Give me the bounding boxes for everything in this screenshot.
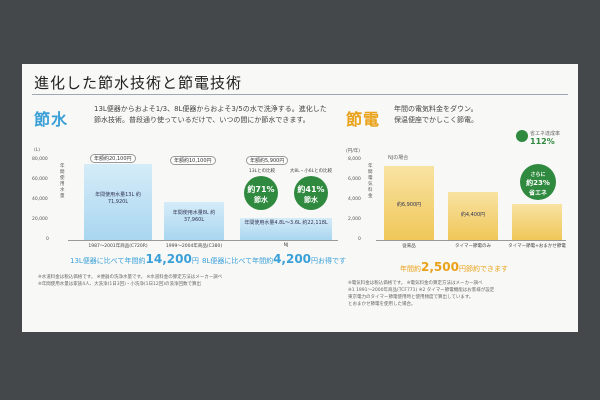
circle-percent: 約71%: [247, 185, 275, 194]
water-desc-line1: 13L便器からおよそ1/3、8L便器からおよそ3/5の水で洗浄する。進化した: [94, 105, 327, 113]
savings-suffix: 円お得です: [311, 257, 347, 265]
savings-value: 2,500: [421, 260, 459, 274]
power-note-line: とおまかせ節電を使用した場合。: [348, 302, 416, 307]
power-bar-xlabel: タイマー節電+おまかせ節電: [508, 244, 566, 249]
water-cost-badge: 年額約5,900円: [246, 156, 289, 165]
power-ytick: 0: [358, 237, 361, 242]
circle-line1: さらに: [530, 172, 546, 178]
power-note-line: ※電気料金は税込価格です。 ※電気料金の算定方法はメーカー調べ: [348, 281, 483, 286]
power-bar-xlabel: タイマー節電のみ: [455, 244, 491, 249]
power-bar-value: 約6,900円: [396, 202, 422, 208]
power-nj-label: NJの場合: [388, 155, 409, 161]
power-savings: 年間約2,500円節約できます: [400, 260, 508, 274]
savings-prefix: 年間約: [400, 265, 421, 273]
water-saving-circle: 約41% 節水: [294, 176, 328, 210]
water-bar-xlabel: 1987〜2001年商品(C720R): [88, 244, 148, 249]
power-saving-circle: さらに 約23% 省エネ: [520, 164, 556, 200]
water-note-line: ※年間使用水量は家族4人、大洗浄(1日3回)・小洗浄(1日12回)の洗浄回数で算…: [38, 282, 201, 287]
brochure-page: 進化した節水技術と節電技術 節水 13L便器からおよそ1/3、8L便器からおよそ…: [22, 64, 578, 332]
circle-word: 節水: [304, 196, 318, 204]
water-bar-xlabel: NJ: [283, 243, 289, 248]
water-note-line: ※水道料金は税込価格です。 ※便器の洗浄水量です。 ※水道料金の算定方法はメーカ…: [38, 275, 223, 280]
power-ytick: 2,000: [348, 217, 361, 222]
eco-badge-label: 省エネ達成率: [530, 131, 561, 137]
water-unit: (L): [34, 148, 41, 153]
power-bar-timer: [448, 192, 498, 240]
water-cost-badge: 年額約10,100円: [170, 156, 216, 165]
water-notes: ※水道料金は税込価格です。 ※便器の洗浄水量です。 ※水道料金の算定方法はメーカ…: [38, 274, 338, 288]
water-bar-13l: [84, 164, 152, 240]
power-ytick: 4,000: [348, 197, 361, 202]
water-yaxis-label: 年間使用水量: [60, 164, 65, 199]
power-yaxis-label: 年間電気料金: [368, 164, 373, 199]
power-bar-value: 約4,400円: [460, 212, 486, 218]
power-section-label: 節電: [346, 110, 381, 129]
title-divider: [32, 94, 568, 95]
water-ytick: 80,000: [32, 157, 48, 162]
water-section: 節水 13L便器からおよそ1/3、8L便器からおよそ3/5の水で洗浄する。進化し…: [32, 102, 346, 330]
water-bar-nj: [240, 218, 332, 240]
water-compare-label: 大8L・小6Lとの比較: [289, 169, 333, 174]
water-ytick: 60,000: [32, 177, 48, 182]
water-desc-line2: 節水技術。普段通り使っているだけで、いつの間にか節水できます。: [94, 116, 310, 124]
water-compare-label: 13Lとの比較: [248, 169, 276, 174]
power-desc-line2: 保温便座でかしこく節電。: [394, 116, 478, 124]
power-bar-xlabel: 従来品: [402, 244, 416, 249]
eco-leaf-icon: [516, 130, 528, 142]
water-bar-8l: [164, 202, 224, 240]
water-description: 13L便器からおよそ1/3、8L便器からおよそ3/5の水で洗浄する。進化した 節…: [94, 104, 338, 126]
power-bar-timer-auto: [512, 204, 562, 240]
page-title: 進化した節水技術と節電技術: [34, 74, 243, 92]
power-bar-conventional: [384, 166, 434, 240]
circle-word: 節水: [254, 196, 268, 204]
savings-suffix: 円: [191, 257, 199, 265]
eco-badge-value: 112%: [530, 137, 555, 146]
power-ytick: 6,000: [348, 177, 361, 182]
water-ytick: 20,000: [32, 217, 48, 222]
water-ytick: 40,000: [32, 197, 48, 202]
circle-line2: 約23%: [526, 179, 550, 187]
water-saving-circle: 約71% 節水: [244, 176, 278, 210]
power-desc-line1: 年間の電気料金をダウン。: [394, 105, 478, 113]
power-note-line: 東京電力のタイマー節電使用時と使用頻度で算出しています。: [348, 295, 474, 300]
power-description: 年間の電気料金をダウン。 保温便座でかしこく節電。: [394, 104, 564, 126]
savings-prefix: 13L便器に比べて年間約: [70, 257, 146, 265]
savings-value: 14,200: [145, 252, 192, 266]
water-bar-value: 年間使用水量13L 約71,920L: [95, 192, 141, 205]
power-ytick: 8,000: [348, 157, 361, 162]
water-xaxis: [68, 240, 338, 241]
circle-percent: 約41%: [297, 185, 325, 194]
power-note-line: ※1 1991〜2000年商品(TCF771) ※2 タイマー節電機能はお客様が…: [348, 288, 495, 293]
power-section: 節電 年間の電気料金をダウン。 保温便座でかしこく節電。 省エネ達成率 112%…: [344, 102, 572, 330]
water-savings-13l: 13L便器に比べて年間約14,200円: [70, 252, 199, 266]
power-xaxis: [376, 240, 566, 241]
water-section-label: 節水: [34, 110, 69, 129]
savings-value: 4,200: [273, 252, 312, 266]
power-unit: (円/年): [346, 149, 361, 154]
water-bar-xlabel: 1999〜2004年商品(C380): [165, 244, 223, 249]
savings-prefix: 8L便器に比べて年間約: [202, 257, 274, 265]
power-notes: ※電気料金は税込価格です。 ※電気料金の算定方法はメーカー調べ ※1 1991〜…: [348, 280, 570, 308]
water-savings-8l: 8L便器に比べて年間約4,200円お得です: [202, 252, 346, 266]
water-cost-badge: 年額約20,100円: [90, 154, 136, 163]
savings-suffix: 円節約できます: [458, 265, 508, 273]
water-bar-value: 年間使用水量4.8L〜3.6L 約22,118L: [244, 220, 328, 226]
water-bar-value: 年間使用水量8L 約37,960L: [172, 210, 216, 223]
water-ytick: 0: [46, 237, 49, 242]
circle-line3: 省エネ: [528, 190, 547, 197]
